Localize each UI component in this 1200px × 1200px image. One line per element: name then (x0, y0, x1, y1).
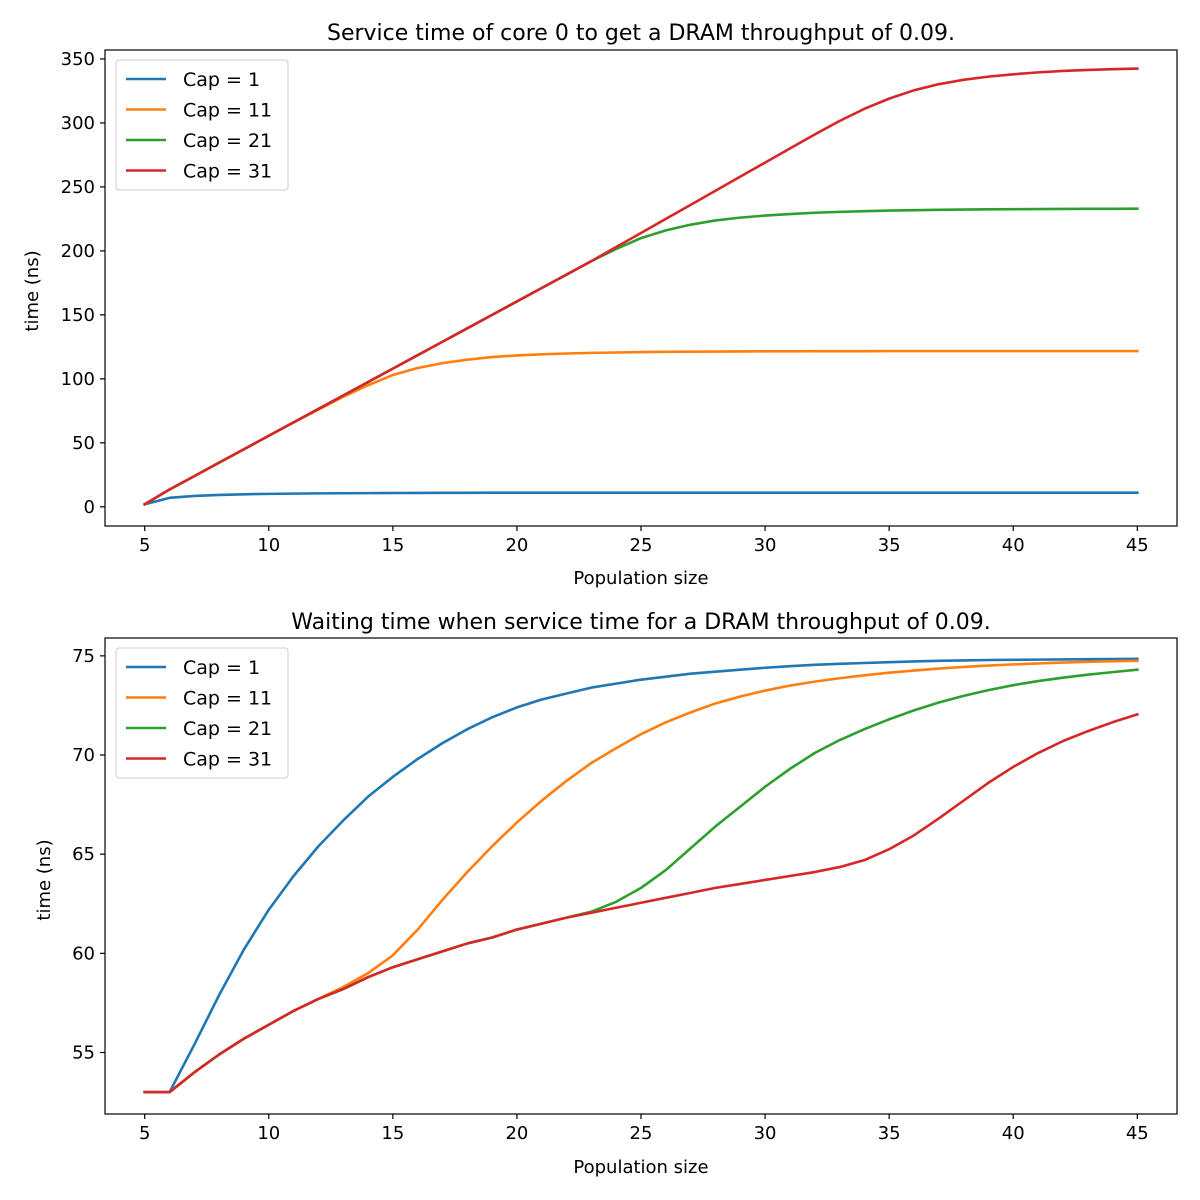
legend: Cap = 1 Cap = 11 Cap = 21 Cap = 31 (115, 59, 289, 191)
y-tick-label: 50 (72, 433, 95, 454)
x-tick-label: 10 (257, 1123, 280, 1144)
x-tick-label: 5 (139, 1123, 150, 1144)
y-tick-label: 300 (61, 113, 95, 134)
series-group (142, 67, 1139, 507)
x-tick-label: 25 (630, 535, 653, 556)
legend-label: Cap = 31 (183, 161, 272, 183)
y-tick-label: 65 (72, 844, 95, 865)
x-tick-label: 30 (754, 1123, 777, 1144)
x-tick-label: 30 (754, 535, 777, 556)
x-axis-label: Population size (573, 568, 708, 589)
y-tick-label: 150 (61, 305, 95, 326)
series-line-cap-1 (143, 491, 1139, 506)
waiting-time-chart: Waiting time when service time for a DRA… (34, 610, 1178, 1178)
y-tick-label: 55 (72, 1043, 95, 1064)
y-tick-label: 350 (61, 49, 95, 70)
x-tick-label: 5 (139, 535, 150, 556)
legend-label: Cap = 11 (183, 100, 272, 122)
legend-label: Cap = 21 (183, 130, 272, 152)
y-tick-label: 0 (84, 497, 95, 518)
chart-title: Service time of core 0 to get a DRAM thr… (327, 21, 955, 46)
x-tick-label: 40 (1002, 1123, 1025, 1144)
x-tick-label: 35 (878, 1123, 901, 1144)
series-line-cap-31 (143, 712, 1139, 1094)
x-tick-label: 40 (1002, 535, 1025, 556)
x-tick-label: 20 (505, 535, 528, 556)
legend-label: Cap = 31 (183, 749, 272, 771)
y-tick-label: 200 (61, 241, 95, 262)
y-tick-label: 60 (72, 943, 95, 964)
x-tick-label: 20 (505, 1123, 528, 1144)
legend-box (115, 647, 289, 779)
legend-label: Cap = 21 (183, 718, 272, 740)
x-tick-label: 25 (630, 1123, 653, 1144)
x-axis-label: Population size (573, 1157, 708, 1178)
service-time-chart: Service time of core 0 to get a DRAM thr… (22, 21, 1178, 589)
x-tick-label: 35 (878, 535, 901, 556)
x-tick-label: 10 (257, 535, 280, 556)
y-tick-label: 250 (61, 177, 95, 198)
y-axis-label: time (ns) (22, 250, 43, 331)
series-line-cap-1 (143, 657, 1139, 1094)
legend: Cap = 1 Cap = 11 Cap = 21 Cap = 31 (115, 647, 289, 779)
chart-title: Waiting time when service time for a DRA… (291, 610, 990, 635)
y-tick-label: 70 (72, 745, 95, 766)
x-tick-label: 15 (381, 535, 404, 556)
y-tick-label: 100 (61, 369, 95, 390)
legend-label: Cap = 11 (183, 688, 272, 710)
y-axis-label: time (ns) (34, 839, 55, 920)
legend-label: Cap = 1 (183, 657, 260, 679)
x-tick-label: 15 (381, 1123, 404, 1144)
x-tick-label: 45 (1126, 1123, 1149, 1144)
series-group (143, 657, 1139, 1094)
x-tick-label: 45 (1126, 535, 1149, 556)
y-tick-label: 75 (72, 646, 95, 667)
series-line-cap-31 (142, 67, 1139, 507)
legend-label: Cap = 1 (183, 69, 260, 91)
legend-box (115, 59, 289, 191)
